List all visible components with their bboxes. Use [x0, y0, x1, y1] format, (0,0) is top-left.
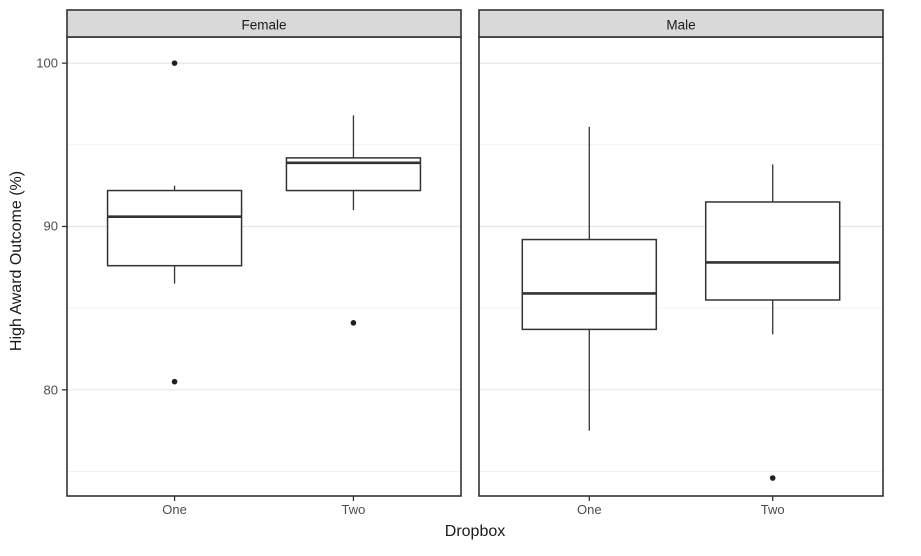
- box: [521, 238, 658, 331]
- outlier-point: [350, 320, 357, 326]
- x-tick-label-male-one: One: [576, 502, 602, 517]
- y-tick-label-80: 80: [43, 382, 58, 398]
- outlier-point: [769, 475, 776, 481]
- x-axis-title: Dropbox: [444, 523, 506, 540]
- panel-background: [67, 37, 461, 496]
- facet-strip-label-female: Female: [241, 17, 287, 32]
- facet-strip: [66, 9, 462, 38]
- box: [704, 201, 841, 301]
- y-tick-label-90: 90: [43, 218, 58, 234]
- outlier-point: [171, 60, 178, 66]
- facet-strip: [478, 9, 884, 38]
- x-tick-label-female-one: One: [162, 502, 187, 517]
- y-tick-label-100: 100: [36, 55, 58, 71]
- facet-strip-label-male: Male: [666, 17, 696, 32]
- y-axis-title: High Award Outcome (%): [8, 170, 25, 351]
- x-tick-label-male-two: Two: [760, 502, 785, 517]
- box: [106, 189, 243, 267]
- x-tick-label-female-two: Two: [341, 502, 366, 517]
- outlier-point: [171, 378, 178, 385]
